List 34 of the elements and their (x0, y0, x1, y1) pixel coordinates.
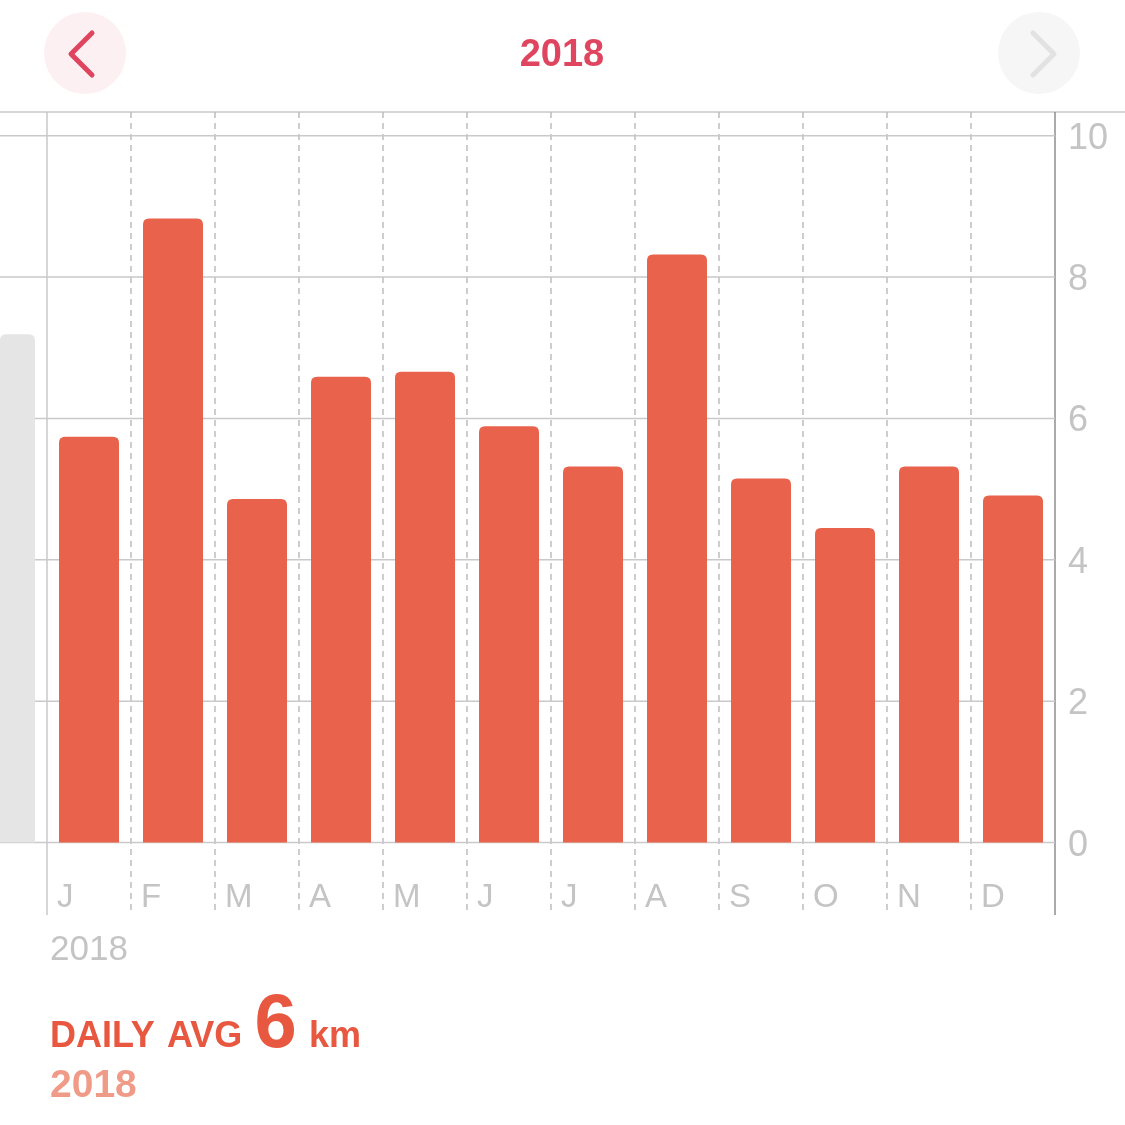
x-tick-label: J (477, 877, 494, 914)
x-axis-title: 2018 (50, 928, 128, 967)
bar (899, 466, 959, 843)
text: 2018 (50, 1062, 137, 1105)
x-tick-label: F (141, 877, 162, 914)
x-tick-label: S (729, 877, 752, 914)
bar (479, 426, 539, 843)
y-tick-label: 6 (1068, 398, 1089, 440)
bar (311, 376, 371, 843)
x-tick-label: D (981, 877, 1005, 914)
x-tick-label: J (57, 877, 74, 914)
text: DAILY AVG 6 km (50, 978, 362, 1063)
y-tick-label: 2 (1068, 681, 1089, 723)
bar (143, 218, 203, 843)
bar (563, 466, 623, 843)
bar (59, 436, 119, 843)
bar (395, 371, 455, 843)
bar (227, 499, 287, 843)
chart-title: 2018 (519, 32, 605, 74)
y-tick-label: 0 (1068, 822, 1089, 864)
x-tick-label: A (645, 877, 668, 914)
bar (815, 528, 875, 843)
bar (647, 254, 707, 843)
x-tick-label: M (393, 877, 421, 914)
x-tick-label: M (225, 877, 253, 914)
x-tick-label: A (309, 877, 332, 914)
y-tick-label: 4 (1068, 539, 1089, 581)
bar (983, 495, 1043, 843)
y-tick-label: 8 (1068, 257, 1089, 299)
x-tick-label: N (897, 877, 921, 914)
x-tick-label: O (813, 877, 839, 914)
y-tick-label: 10 (1068, 115, 1109, 157)
bar (731, 478, 791, 843)
x-tick-label: J (561, 877, 578, 914)
